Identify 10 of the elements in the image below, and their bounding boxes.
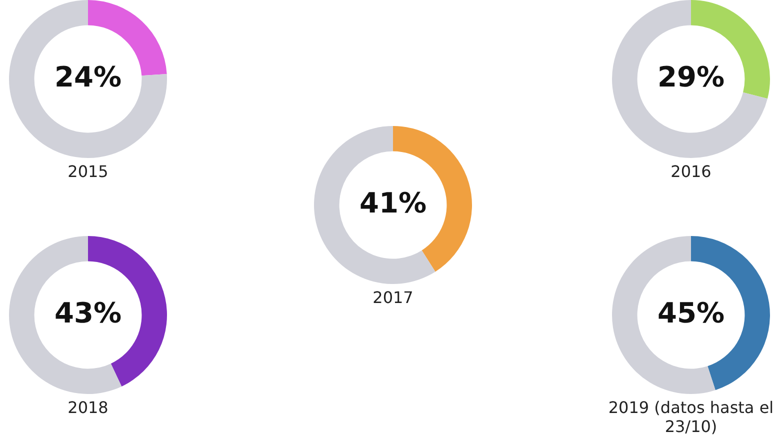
text: 2019 (datos hasta el 23/10)	[608, 398, 774, 436]
text: 2015	[66, 162, 110, 181]
text: 2017	[372, 288, 414, 307]
data-label: 24%	[54, 60, 122, 94]
data-label: 41%	[359, 186, 427, 220]
text: 2016	[670, 162, 712, 181]
data-label: 45%	[657, 296, 725, 330]
data-label: 43%	[54, 296, 122, 330]
data-label: 29%	[657, 60, 725, 94]
text: 2018	[66, 398, 110, 417]
